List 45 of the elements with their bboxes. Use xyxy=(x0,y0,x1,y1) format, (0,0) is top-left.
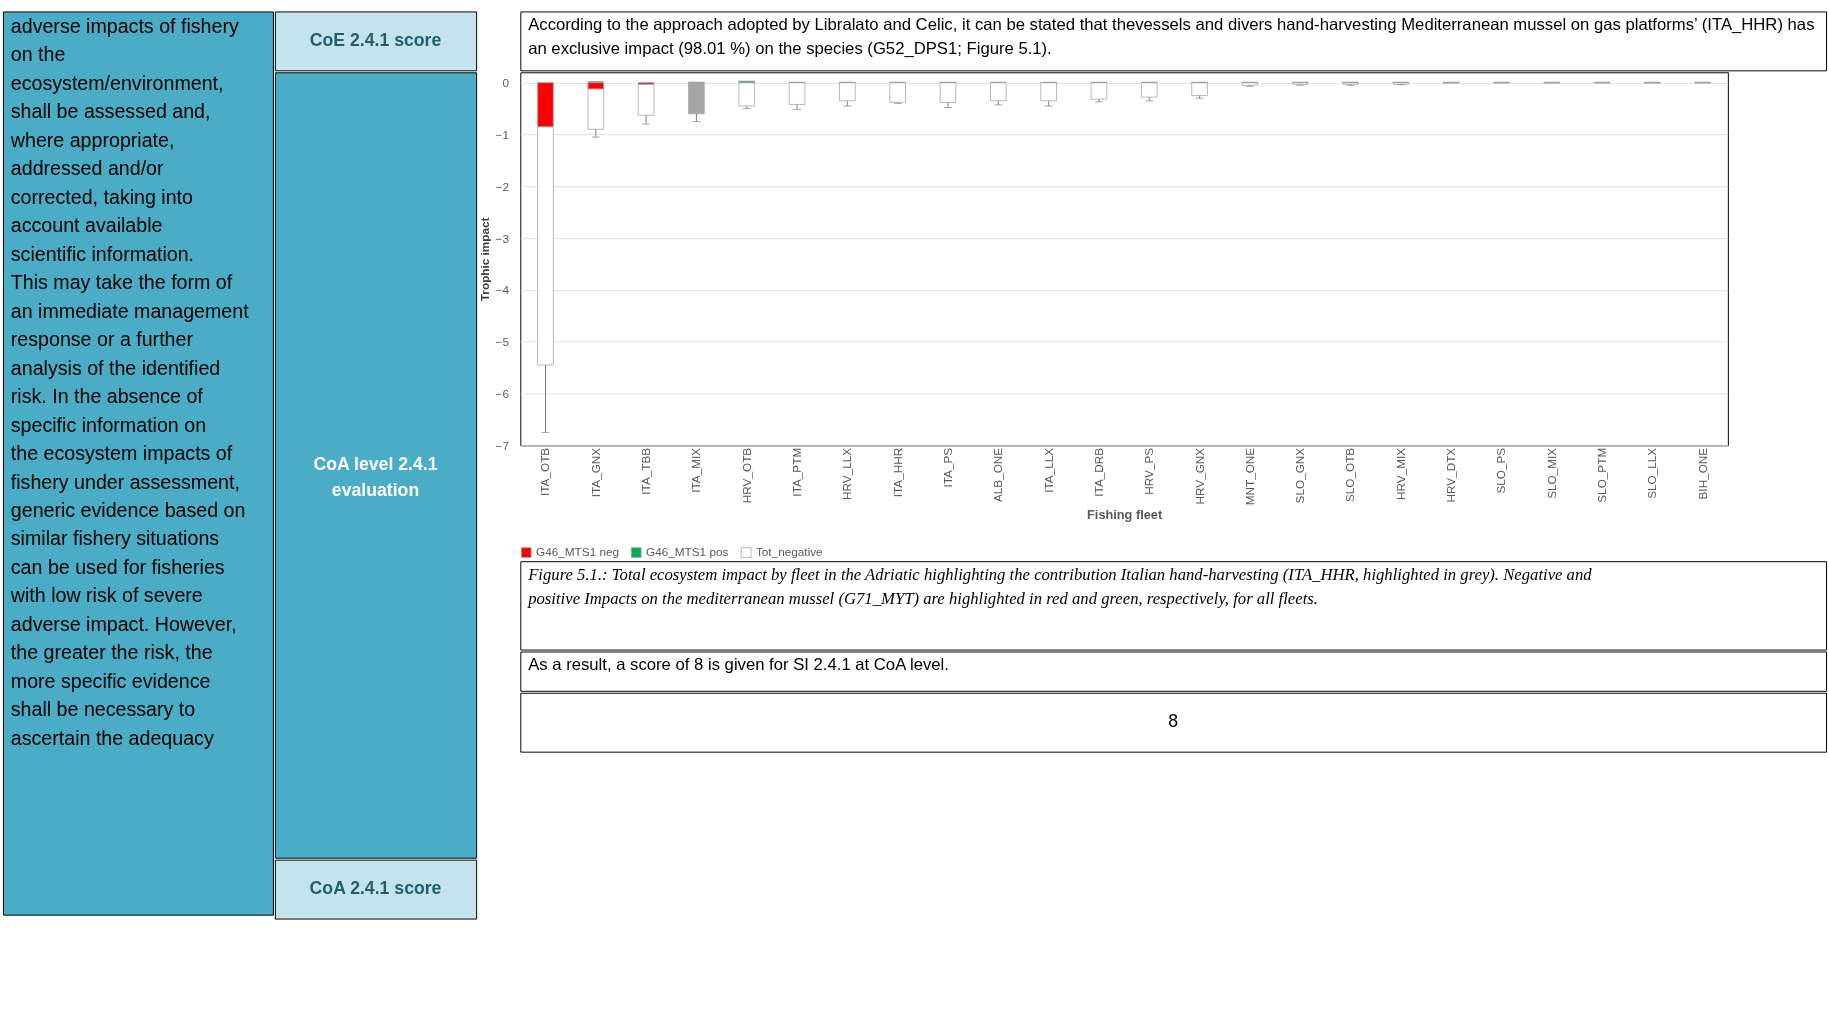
x-tick-label: MNT_ONE xyxy=(1242,447,1256,506)
x-tick-label: SLO_OTB xyxy=(1343,447,1357,503)
legend-label: Tot_negative xyxy=(755,545,824,559)
y-tick-label: −3 xyxy=(495,231,510,245)
x-tick-label: BIH_ONE xyxy=(1695,447,1709,500)
x-tick-label: ITA_GNX xyxy=(588,447,602,498)
legend-label: G46_MTS1 pos xyxy=(645,545,729,559)
x-tick-label: HRV_OTB xyxy=(739,447,753,504)
text: CoA 2.4.1 score xyxy=(309,878,442,899)
x-tick-label: SLO_PS xyxy=(1494,447,1508,494)
x-tick-label: ITA_PS xyxy=(940,447,954,488)
y-tick-label: −5 xyxy=(495,335,510,349)
x-axis-title: Fishing fleet xyxy=(1087,507,1163,523)
text: According to the approach adopted by Libralato and Celic, it can be stated that thevessels and divers hand-harvesting Mediterranean mussel on gas platforms’ (ITA_HHR) has an exclusive impact (98.01 %) on the species (G52_DPS1; Figure 5.1). xyxy=(528,15,1815,59)
text: 8 xyxy=(1168,711,1179,732)
y-tick-label: −1 xyxy=(495,127,510,141)
x-tick-label: SLO_PTM xyxy=(1595,447,1609,503)
x-tick-label: SLO_MIX xyxy=(1544,447,1558,499)
x-tick-label: ITA_LLX xyxy=(1041,447,1055,493)
x-tick-label: HRV_MIX xyxy=(1393,447,1407,500)
y-tick-label: −4 xyxy=(495,283,510,297)
x-tick-label: SLO_LLX xyxy=(1645,447,1659,499)
x-tick-label: ITA_OTB xyxy=(538,447,552,496)
x-tick-label: HRV_DTX xyxy=(1444,447,1458,503)
y-tick-label: −6 xyxy=(495,386,510,400)
legend-label: G46_MTS1 neg xyxy=(536,545,620,559)
x-tick-label: SLO_GNX xyxy=(1293,447,1307,504)
x-tick-label: ITA_MIX xyxy=(689,447,703,493)
x-tick-label: ITA_DRB xyxy=(1091,447,1105,497)
text: As a result, a score of 8 is given for SI 2.4.1 at CoA level. xyxy=(528,655,949,675)
y-tick-label: −7 xyxy=(495,438,510,452)
x-tick-label: HRV_LLX xyxy=(840,447,854,500)
x-tick-label: ITA_TBB xyxy=(639,447,653,495)
text: CoA level 2.4.1 evaluation xyxy=(313,453,438,500)
y-axis-title: Trophic impact xyxy=(477,217,491,302)
x-tick-label: ALB_ONE xyxy=(991,447,1005,503)
x-tick-label: ITA_PTM xyxy=(789,447,803,497)
caption: Figure 5.1.: Total ecosystem impact by fleet in the Adriatic highlighting the contribution Italian hand-harvesting (ITA_HHR, highlighted in grey). Negative and positive Impacts on the mediterranean mussel (G71_MYT) are highlighted in red and green, respectively, for all fleets. xyxy=(527,564,1593,609)
y-tick-label: 0 xyxy=(502,76,510,90)
y-tick-label: −2 xyxy=(495,179,510,193)
x-tick-label: ITA_HHR xyxy=(890,447,904,498)
text: adverse impacts of fishery on the ecosystem/environment, shall be assessed and, where appropriate, addressed and/or corrected, taking into account available scientific information. This may take the form of an immediate management response or a further analysis of the identified risk. In the absence of specific information on the ecosystem impacts of fishery under assessment, generic evidence based on similar fishery situations can be used for fisheries with low risk of severe adverse impact. However, the greater the risk, the more specific evidence shall be necessary to ascertain the adequacy xyxy=(10,15,249,749)
x-tick-label: HRV_PS xyxy=(1142,447,1156,495)
x-tick-label: HRV_GNX xyxy=(1192,447,1206,505)
text: CoE 2.4.1 score xyxy=(309,29,442,50)
